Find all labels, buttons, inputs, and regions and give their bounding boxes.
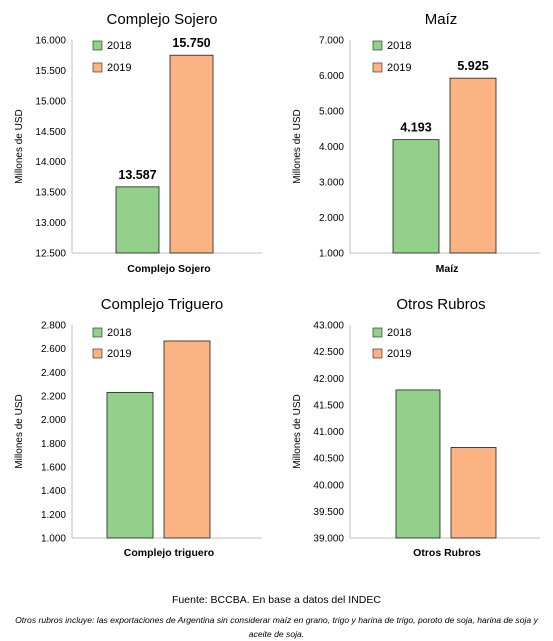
legend-swatch-2019 — [92, 62, 103, 73]
y-tick-label: 2.800 — [41, 321, 66, 332]
source-note: Fuente: BCCBA. En base a datos del INDEC — [172, 594, 381, 606]
y-tick-label: 40.000 — [313, 480, 344, 491]
y-tick-label: 1.600 — [41, 463, 66, 474]
y-tick-label: 41.500 — [313, 400, 344, 411]
data-label-2019: 5.925 — [457, 59, 488, 73]
y-tick-label: 2.400 — [41, 368, 66, 379]
data-label-2019: 15.750 — [172, 36, 210, 50]
legend-label-2018: 2018 — [107, 327, 131, 339]
y-tick-label: 13.500 — [35, 188, 66, 199]
y-tick-label: 2.000 — [41, 415, 66, 426]
footnote: Otros rubros incluye: las exportaciones … — [15, 615, 538, 639]
bar-2019 — [163, 340, 211, 539]
legend-label-2019: 2019 — [387, 62, 411, 74]
y-axis-label: Millones de USD — [14, 394, 25, 468]
y-tick-label: 5.000 — [319, 107, 344, 118]
y-axis-label: Millones de USD — [292, 394, 303, 468]
bar-2018 — [392, 139, 440, 254]
chart-panel-2: Maíz Millones de USD 1.000 2.000 3.000 4.000 5… — [292, 11, 540, 275]
y-tick-label: 1.000 — [319, 249, 344, 260]
y-tick-label: 7.000 — [319, 36, 344, 47]
bar-2018 — [115, 186, 160, 254]
chart-title: Complejo Sojero — [107, 11, 218, 28]
y-tick-label: 2.600 — [41, 344, 66, 355]
y-tick-label: 42.000 — [313, 374, 344, 385]
legend-swatch-2019 — [372, 62, 383, 73]
charts-area: Complejo Sojero Millones de USD 12.500 13.0… — [14, 11, 540, 559]
chart-title: Complejo Triguero — [101, 296, 224, 313]
y-axis-label: Millones de USD — [292, 109, 303, 183]
chart-title: Maíz — [425, 11, 458, 28]
legend-swatch-2018 — [92, 327, 103, 338]
y-tick-label: 12.500 — [35, 249, 66, 260]
y-tick-label: 43.000 — [313, 321, 344, 332]
data-label-2018: 4.193 — [400, 121, 431, 135]
legend-label-2018: 2018 — [107, 40, 131, 52]
legend-label-2018: 2018 — [387, 40, 411, 52]
bar-2019 — [169, 54, 214, 254]
y-tick-label: 42.500 — [313, 347, 344, 358]
y-tick-label: 2.200 — [41, 392, 66, 403]
chart-panel-4: Otros Rubros Millones de USD 39.000 39.500 4… — [292, 296, 540, 559]
y-tick-label: 3.000 — [319, 178, 344, 189]
chart-panel-1: Complejo Sojero Millones de USD 12.500 13.0… — [14, 11, 262, 275]
x-category-label: Maíz — [436, 263, 459, 275]
legend-label-2019: 2019 — [107, 62, 131, 74]
legend-label-2019: 2019 — [107, 348, 131, 360]
data-label-2018: 13.587 — [118, 168, 156, 182]
legend-swatch-2019 — [92, 348, 103, 359]
x-category-label: Complejo triguero — [124, 547, 214, 559]
bar-2019 — [450, 447, 497, 539]
y-tick-label: 16.000 — [35, 36, 66, 47]
y-axis-label: Millones de USD — [14, 109, 25, 183]
x-category-label: Complejo Sojero — [127, 263, 210, 275]
bar-2018 — [106, 392, 154, 539]
x-category-label: Otros Rubros — [413, 547, 481, 559]
y-tick-label: 13.000 — [35, 218, 66, 229]
chart-panel-3: Complejo Triguero Millones de USD 1.000 1.2… — [14, 296, 262, 559]
bar-2018 — [395, 389, 441, 539]
y-tick-label: 15.000 — [35, 96, 66, 107]
y-tick-label: 39.500 — [313, 507, 344, 518]
y-tick-label: 6.000 — [319, 71, 344, 82]
y-tick-label: 1.400 — [41, 486, 66, 497]
bar-2019 — [449, 77, 497, 254]
y-tick-label: 1.000 — [41, 534, 66, 545]
y-tick-label: 40.500 — [313, 454, 344, 465]
y-tick-label: 41.000 — [313, 427, 344, 438]
y-tick-label: 4.000 — [319, 142, 344, 153]
legend-label-2018: 2018 — [387, 327, 411, 339]
y-tick-label: 14.500 — [35, 127, 66, 138]
y-tick-label: 1.800 — [41, 439, 66, 450]
y-tick-label: 1.200 — [41, 510, 66, 521]
y-tick-label: 2.000 — [319, 213, 344, 224]
chart-title: Otros Rubros — [396, 296, 485, 313]
legend-swatch-2019 — [372, 348, 383, 359]
y-tick-label: 14.000 — [35, 157, 66, 168]
legend-swatch-2018 — [372, 40, 383, 51]
legend-swatch-2018 — [372, 327, 383, 338]
legend-swatch-2018 — [92, 40, 103, 51]
legend-label-2019: 2019 — [387, 348, 411, 360]
y-tick-label: 39.000 — [313, 534, 344, 545]
y-tick-label: 15.500 — [35, 66, 66, 77]
